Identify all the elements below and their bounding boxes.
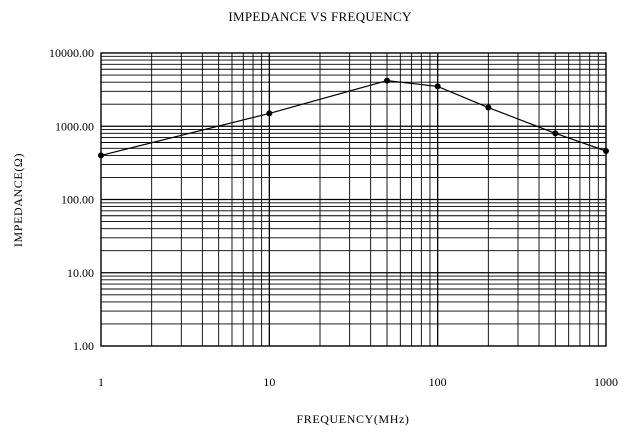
plot-frame (100, 52, 607, 347)
x-tick-labels: 1 10 100 1000 (98, 375, 618, 389)
x-tick-label: 100 (429, 375, 447, 389)
grid (101, 53, 606, 346)
chart-title: IMPEDANCE VS FREQUENCY (228, 9, 412, 24)
series-line (100, 79, 607, 156)
y-axis-label: IMPEDANCE(Ω) (11, 153, 25, 247)
x-tick-label: 1000 (594, 375, 618, 389)
y-tick-label: 1000.00 (55, 119, 94, 133)
data-point (603, 147, 609, 154)
y-tick-label: 100.00 (61, 193, 94, 207)
data-point (266, 110, 273, 117)
y-tick-label: 1.00 (73, 339, 94, 353)
data-points (98, 77, 609, 159)
y-tick-labels: 1.00 10.00 100.00 1000.00 10000.00 (49, 46, 94, 353)
y-tick-label: 10000.00 (49, 46, 94, 60)
data-point (552, 130, 559, 137)
y-tick-label: 10.00 (67, 266, 94, 280)
x-tick-label: 1 (98, 375, 104, 389)
x-axis-label: FREQUENCY(MHz) (296, 412, 409, 426)
data-point (98, 152, 104, 159)
data-point (434, 83, 441, 90)
x-tick-label: 10 (263, 375, 275, 389)
data-point (383, 77, 390, 84)
data-point (485, 104, 492, 111)
